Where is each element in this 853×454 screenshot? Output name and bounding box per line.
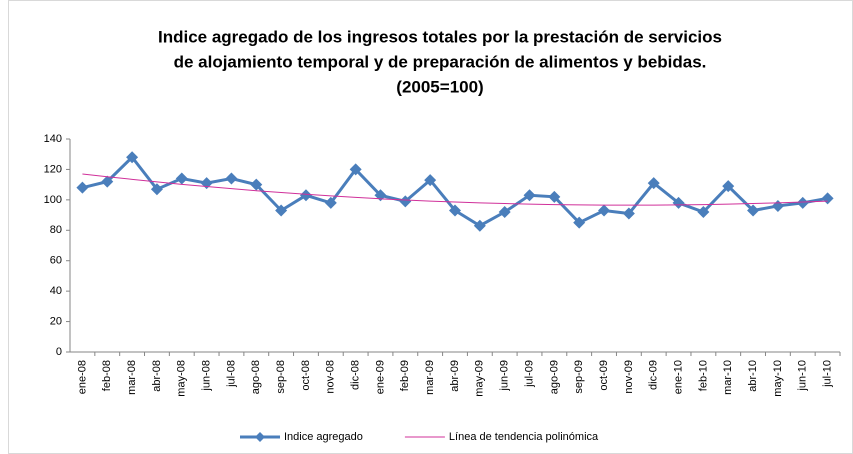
marker bbox=[498, 206, 511, 219]
x-tick-label: mar-08 bbox=[126, 360, 138, 395]
x-tick-label: nov-09 bbox=[623, 360, 635, 394]
x-tick-label: dic-09 bbox=[648, 360, 660, 390]
trend-line bbox=[82, 173, 828, 206]
x-tick-label: may-08 bbox=[176, 360, 188, 397]
marker bbox=[573, 216, 586, 229]
marker bbox=[126, 151, 139, 164]
x-tick-label: may-10 bbox=[772, 360, 784, 397]
marker bbox=[76, 181, 89, 194]
marker bbox=[324, 196, 337, 209]
marker bbox=[747, 204, 760, 217]
legend-label: Indice agregado bbox=[284, 431, 363, 443]
marker bbox=[299, 189, 312, 202]
y-tick-label: 140 bbox=[44, 133, 62, 145]
marker bbox=[101, 175, 114, 188]
x-tick-label: feb-09 bbox=[399, 360, 411, 391]
x-tick-label: abr-10 bbox=[747, 360, 759, 392]
y-tick-label: 80 bbox=[50, 224, 62, 236]
marker bbox=[672, 196, 685, 209]
marker bbox=[250, 178, 263, 191]
marker bbox=[722, 180, 735, 193]
x-tick-label: jul-10 bbox=[821, 360, 833, 388]
x-tick-label: abr-08 bbox=[151, 360, 163, 392]
marker bbox=[821, 192, 834, 205]
marker bbox=[622, 207, 635, 220]
y-tick-label: 100 bbox=[44, 194, 62, 206]
x-tick-label: ene-10 bbox=[672, 360, 684, 394]
x-tick-label: ago-09 bbox=[548, 360, 560, 394]
x-tick-label: sep-08 bbox=[275, 360, 287, 394]
x-tick-label: ene-09 bbox=[374, 360, 386, 394]
x-tick-label: ene-08 bbox=[76, 360, 88, 394]
marker bbox=[647, 177, 660, 190]
x-tick-label: jun-08 bbox=[201, 360, 213, 392]
x-tick-label: jun-10 bbox=[797, 360, 809, 392]
marker bbox=[424, 174, 437, 187]
x-tick-label: mar-10 bbox=[722, 360, 734, 395]
x-tick-label: may-09 bbox=[474, 360, 486, 397]
chart-title: (2005=100) bbox=[396, 77, 483, 96]
chart-title: Indice agregado de los ingresos totales … bbox=[158, 27, 722, 46]
y-tick-label: 0 bbox=[56, 346, 62, 358]
y-tick-label: 40 bbox=[50, 285, 62, 297]
x-tick-label: nov-08 bbox=[325, 360, 337, 394]
x-tick-label: mar-09 bbox=[424, 360, 436, 395]
y-tick-label: 20 bbox=[50, 315, 62, 327]
x-tick-label: oct-08 bbox=[300, 360, 312, 391]
legend-label: Línea de tendencia polinómica bbox=[449, 431, 599, 443]
marker bbox=[771, 199, 784, 212]
x-tick-label: jul-08 bbox=[225, 360, 237, 388]
marker bbox=[150, 183, 163, 196]
x-tick-label: sep-09 bbox=[573, 360, 585, 394]
marker bbox=[449, 204, 461, 217]
chart-title: de alojamiento temporal y de preparación… bbox=[174, 52, 707, 71]
y-tick-label: 60 bbox=[50, 255, 62, 267]
marker bbox=[175, 172, 188, 185]
marker bbox=[349, 163, 362, 176]
x-tick-label: jun-09 bbox=[499, 360, 511, 392]
marker bbox=[399, 195, 412, 208]
marker bbox=[796, 196, 809, 209]
y-tick-label: 120 bbox=[44, 163, 62, 175]
legend-marker bbox=[255, 432, 265, 442]
marker bbox=[473, 219, 486, 232]
marker bbox=[523, 189, 536, 202]
x-tick-label: ago-08 bbox=[250, 360, 262, 394]
marker bbox=[598, 204, 611, 217]
x-tick-label: jul-09 bbox=[523, 360, 535, 388]
marker bbox=[548, 190, 561, 203]
x-tick-label: feb-10 bbox=[697, 360, 709, 391]
marker bbox=[697, 206, 710, 219]
marker bbox=[225, 172, 238, 185]
x-tick-label: abr-09 bbox=[449, 360, 461, 392]
marker bbox=[275, 204, 288, 217]
x-tick-label: feb-08 bbox=[101, 360, 113, 391]
x-tick-label: oct-09 bbox=[598, 360, 610, 391]
x-tick-label: dic-08 bbox=[350, 360, 362, 390]
